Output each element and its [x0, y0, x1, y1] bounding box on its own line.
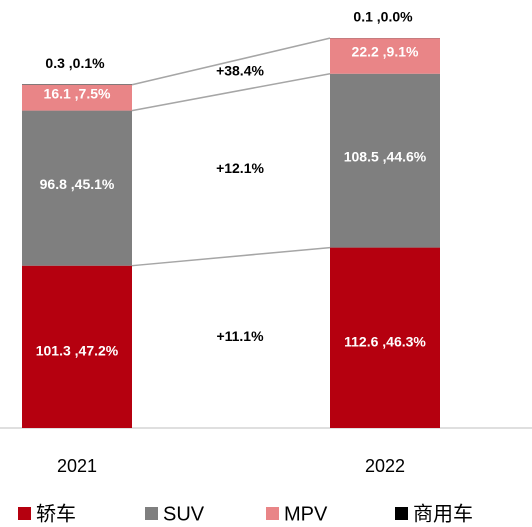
- bar-segment: [330, 73, 440, 248]
- legend-swatch: [18, 507, 31, 520]
- connector-line: [131, 72, 331, 112]
- bar-segment: [330, 247, 440, 428]
- annotation: +11.1%: [216, 328, 264, 344]
- bar-segment: [22, 265, 132, 428]
- data-label: 101.3 ,47.2%: [36, 343, 119, 359]
- legend-label: SUV: [163, 503, 205, 525]
- legend-label: 轿车: [36, 502, 76, 525]
- data-label: 112.6 ,46.3%: [344, 333, 426, 349]
- legend-label: 商用车: [413, 502, 473, 525]
- connector-line: [131, 246, 331, 267]
- legend-label: MPV: [284, 503, 328, 525]
- data-label: 0.1 ,0.0%: [353, 9, 413, 25]
- bar-segment: [330, 38, 440, 74]
- x-tick-label: 2021: [57, 456, 97, 476]
- legend-swatch: [266, 507, 279, 520]
- data-label: 0.3 ,0.1%: [45, 55, 105, 71]
- bar-segment: [22, 84, 132, 111]
- bar-segment: [22, 110, 132, 266]
- data-label: 16.1 ,7.5%: [44, 85, 111, 101]
- legend-swatch: [145, 507, 158, 520]
- data-label: 22.2 ,9.1%: [352, 44, 419, 60]
- annotation: +12.1%: [216, 160, 264, 176]
- annotation: +38.4%: [216, 63, 264, 79]
- data-label: 108.5 ,44.6%: [344, 148, 427, 164]
- connector-line: [131, 37, 331, 86]
- x-tick-label: 2022: [365, 456, 405, 476]
- legend-swatch: [395, 507, 408, 520]
- data-label: 96.8 ,45.1%: [40, 176, 115, 192]
